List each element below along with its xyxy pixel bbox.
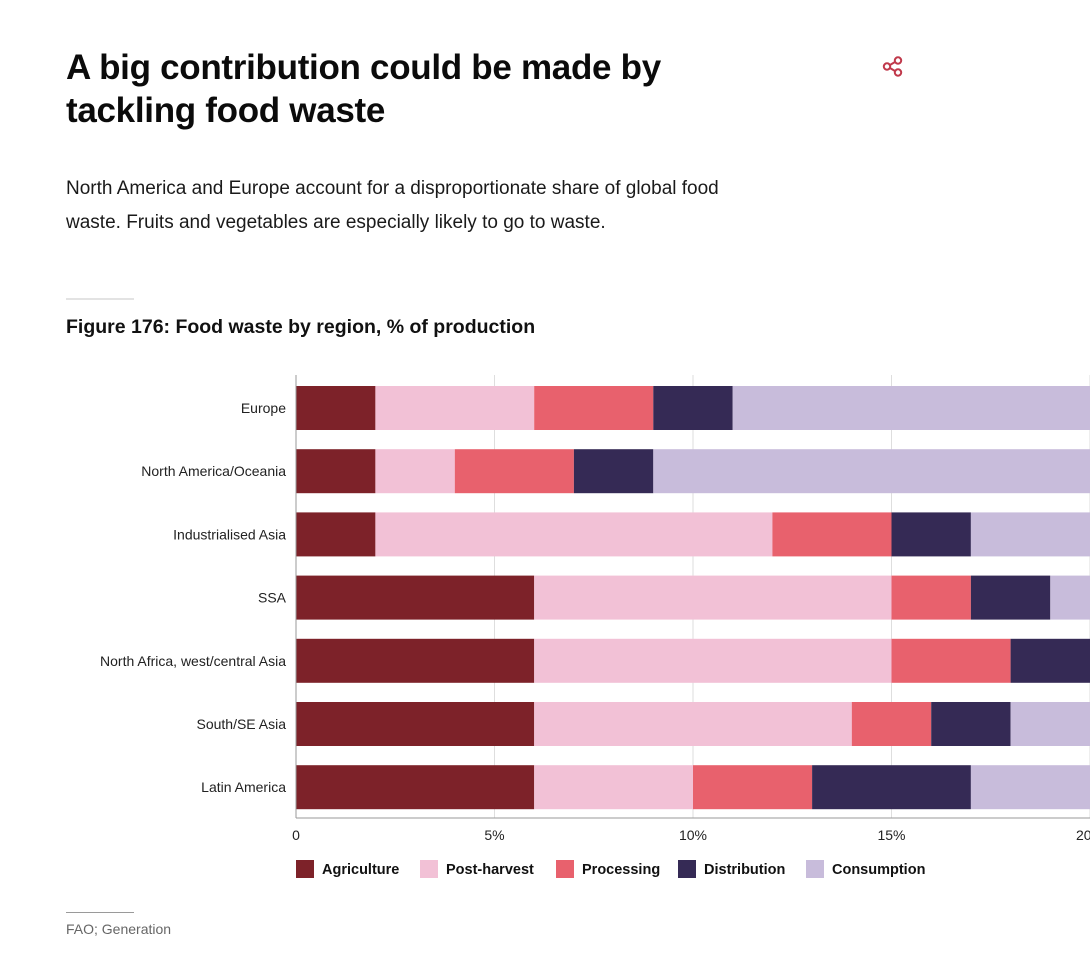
bar-segment-consumption: [732, 386, 1090, 430]
bar-segment-processing: [693, 765, 813, 810]
bar-segment-post-harvest: [534, 765, 693, 810]
bar-segment-agriculture: [296, 512, 376, 557]
bar-segment-agriculture: [296, 702, 535, 746]
bar-segment-distribution: [1010, 638, 1090, 683]
bar-segment-agriculture: [296, 765, 535, 810]
bar-segment-post-harvest: [375, 386, 535, 430]
legend-swatch: [806, 860, 824, 878]
bar-segment-distribution: [812, 765, 971, 810]
bar-segment-processing: [454, 449, 574, 494]
bar-segment-agriculture: [296, 575, 535, 620]
category-label: SSA: [258, 590, 287, 606]
intro-text: North America and Europe account for a d…: [66, 178, 719, 233]
stacked-bar-chart: Europe North America/Oceania Industrialise…: [100, 375, 1090, 878]
bar-segment-post-harvest: [534, 638, 892, 683]
share-icon[interactable]: [880, 54, 906, 80]
x-tick-label: 15%: [877, 827, 905, 843]
bar-segment-post-harvest: [375, 449, 455, 494]
bar-segment-processing: [891, 575, 971, 620]
bar-segment-post-harvest: [534, 575, 892, 620]
category-label: Europe: [241, 400, 286, 416]
bar-segment-agriculture: [296, 386, 376, 430]
bar-segment-consumption: [970, 765, 1090, 810]
category-label: Latin America: [201, 779, 286, 795]
category-label: South/SE Asia: [196, 716, 286, 732]
bar-segment-consumption: [1010, 702, 1090, 746]
bar-segment-processing: [772, 512, 892, 557]
legend-label: Post-harvest: [446, 862, 534, 878]
category-label: North Africa, west/central Asia: [100, 653, 286, 669]
bar-segment-agriculture: [296, 449, 376, 494]
legend-label: Processing: [582, 862, 660, 878]
bar-segment-consumption: [653, 449, 1090, 494]
legend-swatch: [678, 860, 696, 878]
legend-label: Consumption: [832, 862, 925, 878]
section-divider: [66, 298, 134, 300]
bar-segment-distribution: [970, 575, 1051, 620]
source-divider: [66, 912, 134, 913]
category-label: North America/Oceania: [141, 463, 286, 479]
x-tick-label: 5%: [484, 827, 504, 843]
x-tick-label: 20%: [1076, 827, 1090, 843]
bar-segment-distribution: [891, 512, 971, 557]
legend-swatch: [420, 860, 438, 878]
bar-segment-distribution: [573, 449, 654, 494]
legend-label: Agriculture: [322, 862, 399, 878]
bar-segment-distribution: [653, 386, 733, 430]
x-tick-label: 0: [292, 827, 300, 843]
bar-segment-agriculture: [296, 638, 535, 683]
bar-segment-distribution: [931, 702, 1011, 746]
bar-segment-processing: [534, 386, 654, 430]
legend-label: Distribution: [704, 862, 785, 878]
bar-segment-consumption: [970, 512, 1090, 557]
category-label: Industrialised Asia: [173, 526, 286, 542]
legend-swatch: [556, 860, 574, 878]
legend-swatch: [296, 860, 314, 878]
bar-segment-post-harvest: [534, 702, 852, 746]
bar-segment-post-harvest: [375, 512, 773, 557]
bar-segment-processing: [891, 638, 1011, 683]
figure-title: Figure 176: Food waste by region, % of p…: [66, 316, 536, 338]
headline: A big contribution could be made by tack…: [66, 48, 661, 130]
bar-segment-processing: [851, 702, 932, 746]
source-note: FAO; Generation: [66, 921, 172, 937]
x-tick-label: 10%: [679, 827, 707, 843]
bar-segment-consumption: [1050, 575, 1090, 620]
